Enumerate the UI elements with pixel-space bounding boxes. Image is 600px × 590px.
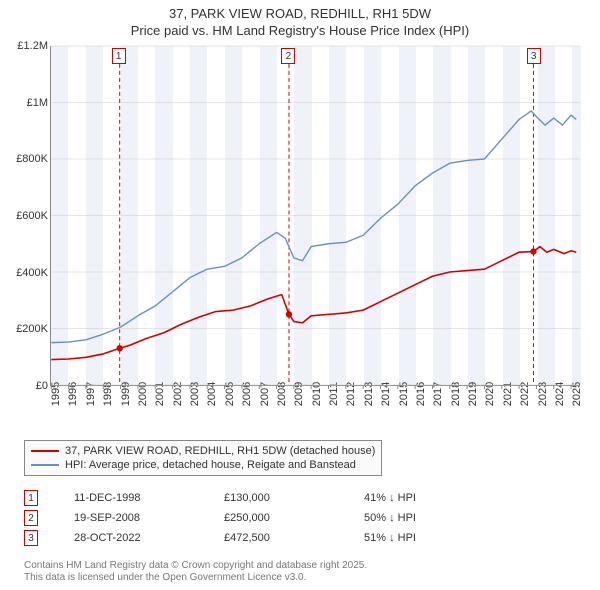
y-tick-label: £1.2M: [0, 40, 48, 52]
event-marker-3: 3: [527, 48, 541, 64]
chart-plot-area: [50, 46, 580, 386]
title-line1: 37, PARK VIEW ROAD, REDHILL, RH1 5DW: [0, 6, 600, 23]
y-tick-label: £1M: [0, 97, 48, 109]
legend-row: HPI: Average price, detached house, Reig…: [31, 458, 375, 472]
y-tick-label: £600K: [0, 210, 48, 222]
y-tick-label: £800K: [0, 153, 48, 165]
legend-label: HPI: Average price, detached house, Reig…: [65, 459, 356, 471]
transaction-hpi-delta: 41% ↓ HPI: [364, 492, 504, 504]
chart-svg: [51, 46, 580, 385]
transaction-price: £250,000: [224, 512, 364, 524]
event-marker-2: 2: [281, 48, 295, 64]
transaction-row: 2 19-SEP-2008£250,00050% ↓ HPI: [24, 508, 576, 528]
transaction-date: 19-SEP-2008: [74, 512, 224, 524]
legend-swatch: [31, 450, 59, 452]
legend-swatch: [31, 464, 59, 466]
transactions-table: 1 11-DEC-1998£130,00041% ↓ HPI 2 19-SEP-200…: [24, 488, 576, 548]
y-tick-label: £400K: [0, 267, 48, 279]
legend-row: 37, PARK VIEW ROAD, REDHILL, RH1 5DW (de…: [31, 444, 375, 458]
transaction-marker: 3: [24, 530, 38, 546]
transaction-marker: 1: [24, 490, 38, 506]
transaction-date: 28-OCT-2022: [74, 532, 224, 544]
legend-label: 37, PARK VIEW ROAD, REDHILL, RH1 5DW (de…: [65, 445, 375, 457]
transaction-date: 11-DEC-1998: [74, 492, 224, 504]
transaction-hpi-delta: 51% ↓ HPI: [364, 532, 504, 544]
transaction-row: 1 11-DEC-1998£130,00041% ↓ HPI: [24, 488, 576, 508]
chart-container: 37, PARK VIEW ROAD, REDHILL, RH1 5DW Pri…: [0, 0, 600, 590]
y-tick-label: £0: [0, 380, 48, 392]
footer-line1: Contains HM Land Registry data © Crown c…: [24, 560, 367, 572]
transaction-price: £472,500: [224, 532, 364, 544]
event-marker-1: 1: [112, 48, 126, 64]
footer-line2: This data is licensed under the Open Gov…: [24, 572, 367, 584]
footer-attribution: Contains HM Land Registry data © Crown c…: [24, 560, 367, 584]
y-tick-label: £200K: [0, 323, 48, 335]
transaction-price: £130,000: [224, 492, 364, 504]
legend: 37, PARK VIEW ROAD, REDHILL, RH1 5DW (de…: [24, 440, 382, 476]
transaction-marker: 2: [24, 510, 38, 526]
transaction-hpi-delta: 50% ↓ HPI: [364, 512, 504, 524]
chart-title: 37, PARK VIEW ROAD, REDHILL, RH1 5DW Pri…: [0, 0, 600, 40]
transaction-row: 3 28-OCT-2022£472,50051% ↓ HPI: [24, 528, 576, 548]
title-line2: Price paid vs. HM Land Registry's House …: [0, 23, 600, 40]
